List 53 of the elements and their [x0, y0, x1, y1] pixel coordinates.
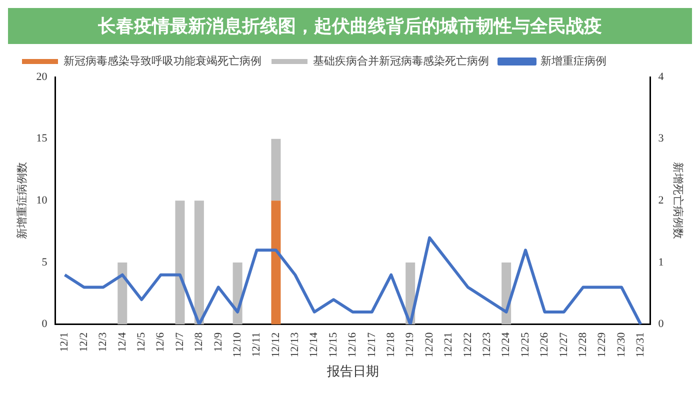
y2-tick-label: 2 — [658, 194, 664, 207]
y2-tick-label: 4 — [658, 70, 664, 83]
bar — [118, 262, 128, 324]
x-tick-label: 12/2 — [78, 332, 90, 352]
x-tick-label: 12/15 — [327, 332, 340, 358]
legend-label: 新增重症病例 — [540, 54, 606, 68]
legend-label: 基础疾病合并新冠病毒感染死亡病例 — [313, 54, 489, 68]
y2-tick-label: 0 — [658, 318, 664, 330]
x-tick-label: 12/5 — [135, 332, 148, 352]
x-tick-label: 12/24 — [500, 332, 512, 358]
x-tick-label: 12/27 — [558, 332, 570, 358]
x-tick-label: 12/26 — [538, 332, 551, 358]
x-tick-label: 12/29 — [596, 332, 608, 358]
x-tick-label: 12/8 — [193, 332, 206, 352]
x-tick-label: 12/20 — [423, 332, 436, 358]
x-tick-label: 12/4 — [116, 332, 128, 352]
bar — [175, 200, 185, 324]
x-tick-label: 12/25 — [519, 332, 532, 358]
x-tick-label: 12/18 — [385, 332, 398, 358]
x-tick-label: 12/30 — [615, 332, 628, 358]
legend-label: 新冠病毒感染导致呼吸功能衰竭死亡病例 — [64, 54, 262, 68]
x-tick-label: 12/23 — [481, 332, 494, 358]
x-tick-label: 12/19 — [404, 332, 416, 358]
x-tick-label: 12/12 — [270, 332, 282, 358]
x-tick-label: 12/10 — [231, 332, 244, 358]
bar — [194, 200, 204, 324]
x-tick-label: 12/11 — [250, 332, 263, 357]
x-tick-label: 12/21 — [442, 332, 455, 358]
x-tick-label: 12/22 — [462, 332, 474, 358]
y-axis-title: 新增重症病例数 — [15, 162, 28, 240]
x-tick-label: 12/14 — [308, 332, 320, 358]
x-tick-label: 12/31 — [634, 332, 647, 358]
bar — [271, 200, 281, 324]
x-tick-label: 12/6 — [154, 332, 167, 352]
y-tick-label: 0 — [42, 318, 48, 330]
y-tick-label: 15 — [36, 132, 48, 145]
bar — [271, 138, 281, 201]
x-tick-label: 12/17 — [366, 332, 378, 358]
y-tick-label: 20 — [36, 70, 48, 83]
x-tick-label: 12/7 — [174, 332, 186, 352]
x-tick-label: 12/13 — [289, 332, 302, 358]
y2-tick-label: 3 — [658, 132, 664, 145]
y-tick-label: 10 — [36, 194, 48, 207]
x-tick-label: 12/16 — [346, 332, 359, 358]
y-tick-label: 5 — [42, 256, 48, 268]
x-tick-label: 12/28 — [577, 332, 589, 358]
chart-title: 长春疫情最新消息折线图，起伏曲线背后的城市韧性与全民战疫 — [8, 8, 692, 44]
x-tick-label: 12/1 — [58, 332, 71, 352]
x-axis-title: 报告日期 — [326, 364, 379, 380]
y2-tick-label: 1 — [658, 256, 664, 268]
y2-axis-title: 新增死亡病例数 — [672, 162, 685, 240]
x-tick-label: 12/3 — [97, 332, 110, 352]
x-tick-label: 12/9 — [212, 332, 224, 352]
